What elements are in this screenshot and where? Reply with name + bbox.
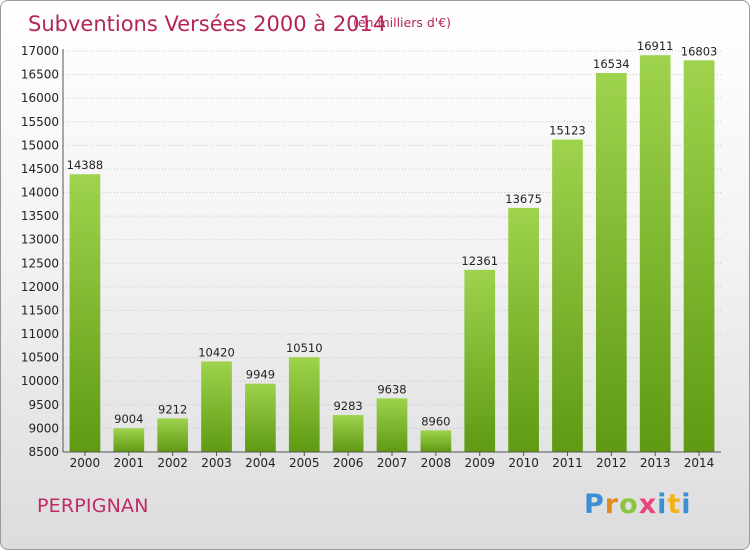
y-tick-label: 12500 bbox=[21, 256, 59, 270]
bar-value-label: 9638 bbox=[377, 382, 406, 396]
x-tick-label: 2010 bbox=[508, 456, 539, 470]
y-tick-label: 13000 bbox=[21, 233, 59, 247]
y-tick-label: 17000 bbox=[21, 44, 59, 58]
bar-value-label: 9949 bbox=[246, 368, 275, 382]
y-tick-label: 11000 bbox=[21, 327, 59, 341]
bar-2002 bbox=[157, 418, 189, 452]
y-tick-label: 14000 bbox=[21, 186, 59, 200]
bar-value-label: 10420 bbox=[198, 345, 235, 359]
x-tick-label: 2000 bbox=[70, 456, 101, 470]
y-axis-ticks: 8500 9000 9500 10000 10500 11000 11500 12000 125… bbox=[21, 44, 59, 459]
y-tick-label: 14500 bbox=[21, 162, 59, 176]
y-tick-label: 15500 bbox=[21, 115, 59, 129]
bar-2001 bbox=[113, 428, 145, 452]
y-tick-label: 11500 bbox=[21, 303, 59, 317]
x-tick-label: 2003 bbox=[201, 456, 232, 470]
bar-value-label: 16911 bbox=[637, 39, 674, 53]
bar-value-label: 9212 bbox=[158, 402, 187, 416]
y-tick-label: 9000 bbox=[28, 421, 59, 435]
bar-value-label: 16803 bbox=[681, 44, 718, 58]
y-tick-label: 12000 bbox=[21, 280, 59, 294]
x-tick-label: 2011 bbox=[552, 456, 583, 470]
bar-2004 bbox=[245, 383, 276, 452]
x-tick-label: 2014 bbox=[684, 456, 715, 470]
bar-2014 bbox=[683, 60, 715, 453]
bar-value-label: 14388 bbox=[67, 158, 104, 172]
y-tick-label: 10000 bbox=[21, 374, 59, 388]
x-tick-label: 2012 bbox=[596, 456, 627, 470]
bar-value-label: 12361 bbox=[461, 254, 498, 268]
x-tick-label: 2006 bbox=[333, 456, 364, 470]
bar-value-label: 15123 bbox=[549, 124, 586, 138]
bar-2010 bbox=[508, 207, 539, 452]
x-axis-ticks: 2000 2001 2002 2003 2004 2005 2006 2007 2008 2009… bbox=[70, 452, 715, 470]
bars: 14388 9004 9212 10420 9949 10510 9283 9638 8960 1… bbox=[67, 39, 718, 453]
y-tick-label: 8500 bbox=[28, 445, 59, 459]
proxiti-logo: Proxiti bbox=[584, 489, 692, 520]
bar-value-label: 8960 bbox=[421, 414, 450, 428]
bar-value-label: 9283 bbox=[333, 399, 362, 413]
bar-value-label: 16534 bbox=[593, 57, 630, 71]
x-tick-label: 2008 bbox=[421, 456, 452, 470]
bar-value-label: 10510 bbox=[286, 341, 323, 355]
bar-2007 bbox=[376, 398, 408, 452]
y-tick-label: 10500 bbox=[21, 351, 59, 365]
bar-value-label: 9004 bbox=[114, 412, 143, 426]
x-tick-label: 2005 bbox=[289, 456, 320, 470]
x-tick-label: 2001 bbox=[114, 456, 145, 470]
bar-2012 bbox=[595, 72, 627, 452]
bar-2011 bbox=[552, 139, 583, 452]
x-tick-label: 2013 bbox=[640, 456, 671, 470]
y-tick-label: 13500 bbox=[21, 209, 59, 223]
x-tick-label: 2009 bbox=[464, 456, 495, 470]
bar-2006 bbox=[332, 415, 364, 452]
y-tick-label: 16000 bbox=[21, 91, 59, 105]
bar-2008 bbox=[420, 430, 452, 452]
x-tick-label: 2004 bbox=[245, 456, 276, 470]
y-tick-label: 15000 bbox=[21, 138, 59, 152]
bar-2003 bbox=[201, 361, 232, 452]
location-label: PERPIGNAN bbox=[37, 495, 149, 517]
bar-2013 bbox=[639, 55, 671, 453]
x-tick-label: 2007 bbox=[377, 456, 408, 470]
chart-title: Subventions Versées 2000 à 2014 bbox=[28, 12, 386, 36]
bar-2005 bbox=[288, 357, 320, 452]
bar-2009 bbox=[464, 269, 496, 452]
chart-subtitle: (en milliers d'€) bbox=[353, 15, 451, 30]
y-tick-label: 16500 bbox=[21, 68, 59, 82]
y-tick-label: 9500 bbox=[28, 398, 59, 412]
bar-value-label: 13675 bbox=[505, 192, 542, 206]
bar-2000 bbox=[69, 174, 101, 452]
x-tick-label: 2002 bbox=[157, 456, 188, 470]
